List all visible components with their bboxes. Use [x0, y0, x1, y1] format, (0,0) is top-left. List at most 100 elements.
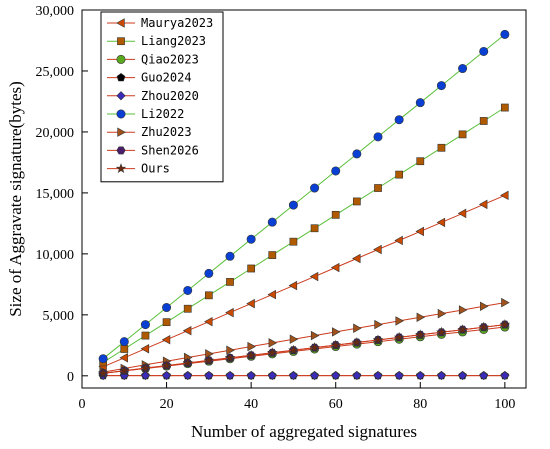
- x-tick-label: 80: [413, 397, 427, 412]
- legend-label: Li2022: [141, 107, 184, 121]
- data-point: [331, 166, 341, 176]
- legend-label: Ours: [141, 162, 170, 176]
- data-point: [268, 251, 277, 259]
- data-point: [309, 370, 320, 381]
- data-point: [120, 345, 129, 353]
- data-point: [204, 370, 214, 381]
- data-point: [479, 117, 488, 125]
- data-point: [436, 217, 446, 228]
- data-point: [352, 149, 362, 159]
- data-point: [162, 303, 172, 313]
- legend-marker: [116, 18, 125, 28]
- data-point: [289, 334, 299, 344]
- legend-marker: [117, 37, 125, 46]
- data-point: [182, 325, 192, 336]
- data-point: [500, 29, 510, 39]
- data-point: [500, 103, 509, 112]
- data-point: [268, 338, 278, 348]
- data-point: [352, 253, 361, 264]
- data-point: [161, 370, 172, 381]
- data-point: [183, 304, 192, 313]
- y-tick-label: 25,000: [36, 65, 75, 80]
- x-axis-title: Number of aggregated signatures: [191, 422, 417, 441]
- data-point: [183, 285, 193, 295]
- series-ours: [97, 319, 511, 378]
- data-point: [373, 244, 382, 255]
- series-zhou2020: [98, 370, 510, 381]
- y-tick-label: 20,000: [36, 126, 75, 141]
- legend-marker: [115, 163, 127, 174]
- x-tick-label: 40: [244, 397, 258, 412]
- data-point: [226, 345, 235, 355]
- y-tick-label: 0: [67, 370, 74, 385]
- data-point: [288, 344, 299, 355]
- data-point: [141, 331, 150, 340]
- data-point: [395, 316, 404, 326]
- data-point: [501, 297, 510, 308]
- x-tick-label: 100: [494, 397, 515, 412]
- data-point: [436, 370, 447, 381]
- data-point: [415, 329, 426, 340]
- data-point: [374, 319, 383, 330]
- data-point: [457, 324, 468, 335]
- data-point: [352, 370, 362, 381]
- data-point: [394, 115, 404, 125]
- legend: Maurya2023 Liang2023 Qiao2023 Guo2024 Zhou20…: [100, 11, 224, 183]
- data-point: [374, 184, 382, 192]
- series-li2022: [98, 29, 510, 364]
- y-tick-label: 5,000: [43, 309, 75, 324]
- data-point: [479, 46, 489, 56]
- data-point: [224, 352, 236, 363]
- y-tick-label: 30,000: [36, 4, 75, 19]
- data-point: [330, 262, 340, 273]
- data-point: [457, 208, 467, 219]
- data-point: [351, 337, 363, 347]
- data-point: [247, 264, 256, 273]
- legend-label: Shen2026: [141, 143, 199, 157]
- data-point: [267, 347, 278, 358]
- data-point: [415, 370, 425, 381]
- data-point: [331, 210, 340, 219]
- data-point: [161, 335, 171, 345]
- axis-ticks: 0 20 40 60 80 100 0 5,000 10,000 15,000 20,000 25,0…: [36, 4, 516, 412]
- plot-frame: [81, 9, 527, 389]
- data-point: [161, 360, 172, 371]
- data-point: [267, 370, 277, 381]
- y-tick-label: 15,000: [36, 187, 75, 202]
- x-tick-label: 20: [160, 397, 174, 412]
- data-point: [332, 327, 341, 337]
- legend-marker: [116, 73, 126, 82]
- data-point: [309, 271, 319, 282]
- data-point: [288, 200, 298, 210]
- data-point: [225, 370, 235, 381]
- data-point: [458, 64, 468, 74]
- data-point: [372, 334, 384, 345]
- data-point: [205, 349, 214, 359]
- data-point: [225, 251, 235, 261]
- series-liang2023: [99, 103, 509, 367]
- data-point: [162, 318, 171, 327]
- data-point: [98, 354, 108, 364]
- data-point: [204, 291, 213, 300]
- data-point: [499, 319, 511, 330]
- data-point: [288, 370, 299, 381]
- data-point: [247, 341, 256, 352]
- data-point: [203, 354, 215, 365]
- data-point: [204, 268, 214, 278]
- x-tick-label: 60: [329, 397, 343, 412]
- data-point: [394, 370, 404, 381]
- data-point: [479, 370, 489, 381]
- data-point: [436, 81, 446, 91]
- data-point: [97, 367, 109, 378]
- data-point: [458, 130, 467, 139]
- data-point: [246, 370, 256, 381]
- data-point: [246, 298, 255, 309]
- legend-marker: [116, 54, 126, 64]
- legend-marker: [117, 127, 126, 137]
- data-point: [437, 143, 446, 152]
- data-point: [353, 323, 362, 333]
- data-point: [182, 357, 193, 368]
- y-tick-label: 10,000: [36, 248, 75, 263]
- data-point: [245, 349, 257, 360]
- legend-label: Guo2024: [141, 71, 192, 85]
